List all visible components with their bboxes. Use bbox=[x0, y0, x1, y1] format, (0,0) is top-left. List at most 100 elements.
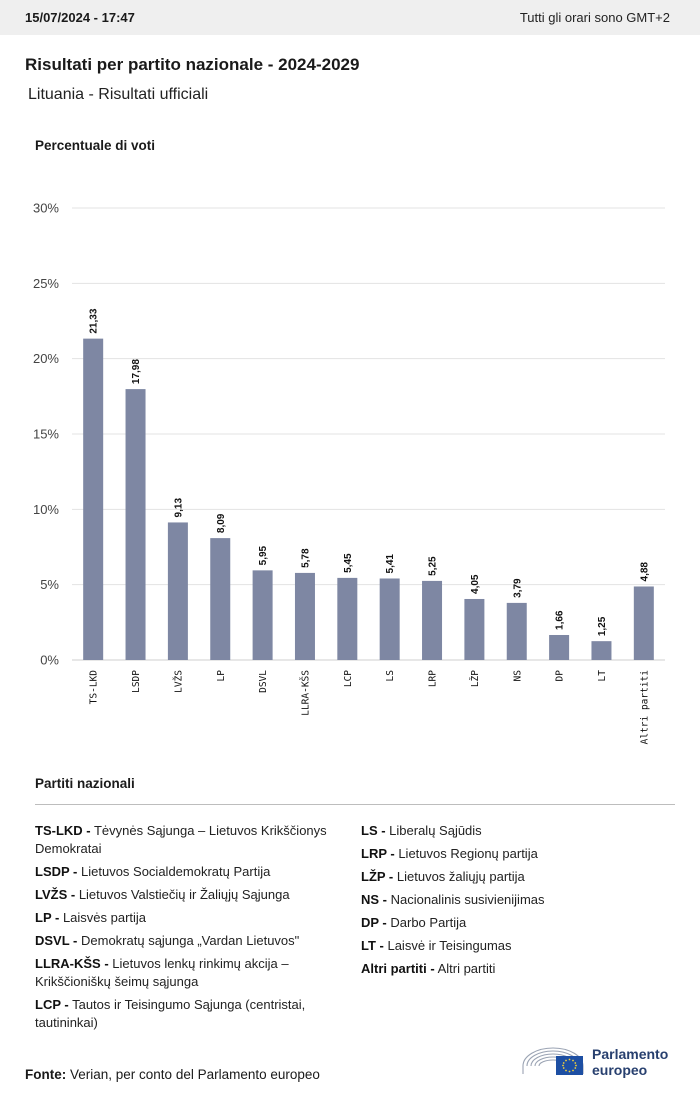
legend-party-name: Tautos ir Teisingumo Sąjunga (centristai… bbox=[35, 997, 306, 1030]
logo-line-1: Parlamento bbox=[592, 1046, 669, 1062]
bar bbox=[337, 577, 358, 660]
x-tick-label: LCP bbox=[343, 670, 354, 687]
x-tick-label: TS-LKD bbox=[89, 670, 100, 705]
legend-party-name: Lietuvos Valstiečių ir Žaliųjų Sąjunga bbox=[75, 887, 290, 902]
legend-party-name: Demokratų sąjunga „Vardan Lietuvos" bbox=[77, 933, 300, 948]
top-bar: 15/07/2024 - 17:47 Tutti gli orari sono … bbox=[0, 0, 700, 35]
data-label: 5,25 bbox=[428, 556, 439, 576]
data-label: 1,25 bbox=[597, 616, 608, 636]
data-label: 17,98 bbox=[131, 359, 142, 384]
legend-item: LT - Laisvė ir Teisingumas bbox=[361, 937, 661, 955]
legend-divider bbox=[35, 804, 675, 805]
data-label: 5,41 bbox=[385, 554, 396, 574]
bar bbox=[549, 634, 570, 660]
chart-title: Percentuale di voti bbox=[35, 138, 156, 153]
page-title: Risultati per partito nazionale - 2024-2… bbox=[25, 55, 360, 74]
x-tick-label: LS bbox=[385, 670, 396, 682]
legend-item: LŽP - Lietuvos žaliųjų partija bbox=[361, 868, 661, 886]
legend-party-name: Liberalų Sąjūdis bbox=[385, 823, 482, 838]
y-tick-label: 5% bbox=[40, 577, 59, 592]
x-tick-label: LLRA-KŠS bbox=[299, 670, 311, 716]
bar bbox=[125, 389, 146, 660]
european-parliament-logo-icon bbox=[522, 1047, 584, 1075]
bar bbox=[252, 570, 273, 660]
legend-abbr: TS-LKD - bbox=[35, 823, 91, 838]
bar bbox=[633, 586, 654, 660]
legend-party-name: Lietuvos lenkų rinkimų akcija – Krikščio… bbox=[35, 956, 289, 989]
legend-abbr: LS - bbox=[361, 823, 386, 838]
bar bbox=[506, 602, 527, 660]
legend-item: DSVL - Demokratų sąjunga „Vardan Lietuvo… bbox=[35, 932, 350, 950]
legend-item: NS - Nacionalinis susivienijimas bbox=[361, 891, 661, 909]
bar bbox=[83, 338, 104, 660]
data-label: 1,66 bbox=[555, 610, 566, 630]
legend-abbr: LSDP - bbox=[35, 864, 78, 879]
x-tick-label: LRP bbox=[428, 670, 439, 687]
data-label: 5,45 bbox=[343, 553, 354, 573]
timestamp: 15/07/2024 - 17:47 bbox=[25, 10, 135, 25]
y-tick-label: 0% bbox=[40, 653, 59, 668]
x-tick-label: DSVL bbox=[258, 670, 269, 693]
legend-abbr: Altri partiti - bbox=[361, 961, 435, 976]
legend-party-name: Nacionalinis susivienijimas bbox=[387, 892, 545, 907]
legend-item: DP - Darbo Partija bbox=[361, 914, 661, 932]
parliament-logo: Parlamento europeo bbox=[520, 1040, 680, 1082]
legend-abbr: DSVL - bbox=[35, 933, 78, 948]
legend-party-name: Laisvės partija bbox=[59, 910, 147, 925]
x-tick-label: DP bbox=[555, 670, 566, 682]
data-label: 5,78 bbox=[300, 548, 311, 568]
legend-abbr: NS - bbox=[361, 892, 387, 907]
y-tick-label: 30% bbox=[33, 201, 59, 216]
x-tick-label: Altri partiti bbox=[639, 670, 650, 745]
data-label: 4,05 bbox=[470, 574, 481, 594]
source-text: Verian, per conto del Parlamento europeo bbox=[66, 1067, 320, 1082]
legend-item: TS-LKD - Tėvynės Sąjunga – Lietuvos Krik… bbox=[35, 822, 350, 858]
source-note: Fonte: Verian, per conto del Parlamento … bbox=[25, 1067, 320, 1082]
data-label: 4,88 bbox=[639, 562, 650, 582]
legend-title: Partiti nazionali bbox=[35, 776, 135, 791]
page-subtitle: Lituania - Risultati ufficiali bbox=[28, 86, 209, 103]
bar bbox=[464, 598, 485, 660]
source-label: Fonte: bbox=[25, 1067, 67, 1082]
legend-abbr: LLRA-KŠS - bbox=[35, 956, 109, 971]
data-label: 9,13 bbox=[173, 498, 184, 518]
legend-party-name: Lietuvos Regionų partija bbox=[394, 846, 538, 861]
y-tick-label: 15% bbox=[33, 427, 59, 442]
bar bbox=[167, 522, 188, 660]
legend-item: LVŽS - Lietuvos Valstiečių ir Žaliųjų Są… bbox=[35, 886, 350, 904]
legend-abbr: LT - bbox=[361, 938, 384, 953]
legend-abbr: LRP - bbox=[361, 846, 395, 861]
legend-abbr: LCP - bbox=[35, 997, 69, 1012]
data-label: 3,79 bbox=[512, 578, 523, 598]
y-tick-label: 20% bbox=[33, 351, 59, 366]
y-tick-label: 25% bbox=[33, 276, 59, 291]
legend-item: LRP - Lietuvos Regionų partija bbox=[361, 845, 661, 863]
legend-item: LCP - Tautos ir Teisingumo Sąjunga (cent… bbox=[35, 996, 350, 1032]
timezone-note: Tutti gli orari sono GMT+2 bbox=[519, 10, 670, 25]
legend-column-2: LS - Liberalų Sąjūdis LRP - Lietuvos Regi… bbox=[361, 822, 661, 983]
legend-item: LSDP - Lietuvos Socialdemokratų Partija bbox=[35, 863, 350, 881]
bar bbox=[591, 641, 612, 660]
bar bbox=[422, 580, 443, 660]
legend-column-1: TS-LKD - Tėvynės Sąjunga – Lietuvos Krik… bbox=[35, 822, 350, 1037]
x-tick-label: LVŽS bbox=[172, 670, 184, 693]
legend-party-name: Laisvė ir Teisingumas bbox=[383, 938, 512, 953]
legend-party-name: Altri partiti bbox=[434, 961, 496, 976]
y-tick-label: 10% bbox=[33, 502, 59, 517]
x-tick-label: LT bbox=[597, 670, 608, 682]
x-tick-label: LŽP bbox=[469, 670, 481, 687]
legend-item: LLRA-KŠS - Lietuvos lenkų rinkimų akcija… bbox=[35, 955, 350, 991]
bar-chart: 0%5%10%15%20%25%30%21,33TS-LKD17,98LSDP9… bbox=[33, 201, 665, 745]
legend-party-name: Darbo Partija bbox=[386, 915, 467, 930]
bar bbox=[294, 572, 315, 660]
legend-item: Altri partiti - Altri partiti bbox=[361, 960, 661, 978]
data-label: 5,95 bbox=[258, 545, 269, 565]
legend-abbr: LP - bbox=[35, 910, 60, 925]
bar bbox=[210, 538, 231, 660]
legend-item: LS - Liberalų Sąjūdis bbox=[361, 822, 661, 840]
x-tick-label: NS bbox=[512, 670, 523, 682]
legend-abbr: LŽP - bbox=[361, 869, 394, 884]
logo-text: Parlamento europeo bbox=[592, 1046, 668, 1078]
legend-party-name: Lietuvos Socialdemokratų Partija bbox=[77, 864, 271, 879]
bar bbox=[379, 578, 400, 660]
